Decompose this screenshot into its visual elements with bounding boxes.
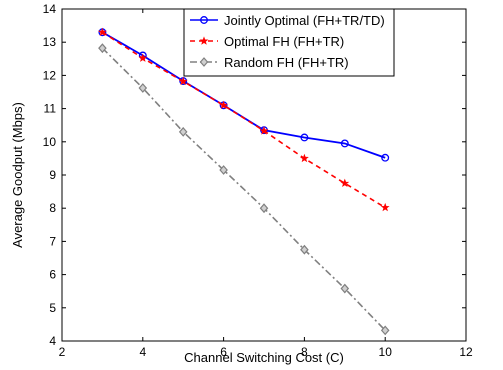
x-tick-label: 2 (59, 345, 66, 359)
y-tick-label: 8 (49, 201, 56, 215)
series-line (101, 47, 386, 331)
data-point (340, 178, 350, 188)
x-tick-label: 6 (220, 345, 227, 359)
series-layer (97, 27, 390, 336)
y-tick-label: 14 (43, 2, 57, 16)
data-point (98, 43, 107, 54)
x-axis-label: Channel Switching Cost (C) (184, 350, 344, 365)
data-point (219, 100, 229, 110)
data-point (381, 153, 390, 162)
y-axis-label: Average Goodput (Mbps) (10, 102, 25, 248)
legend-label: Random FH (FH+TR) (224, 55, 349, 70)
data-point (380, 325, 390, 336)
legend: Jointly Optimal (FH+TR/TD) Optimal FH (FH… (183, 8, 395, 77)
data-point (259, 126, 269, 135)
data-point (300, 244, 309, 255)
legend-marker (199, 36, 209, 45)
x-tick-label: 12 (459, 345, 473, 359)
data-point (178, 76, 188, 86)
data-point (380, 202, 390, 212)
data-point (299, 153, 309, 163)
data-point (340, 283, 350, 294)
legend-marker (199, 57, 209, 67)
legend-marker (200, 16, 208, 24)
y-tick-label: 5 (49, 301, 56, 315)
data-point (300, 133, 309, 142)
legend-label: Optimal FH (FH+TR) (224, 34, 344, 49)
x-tick-label: 8 (301, 345, 308, 359)
y-tick-label: 6 (49, 268, 56, 282)
legend-box (183, 8, 395, 77)
data-point (219, 165, 228, 175)
legend-label: Jointly Optimal (FH+TR/TD) (224, 13, 385, 28)
y-tick-label: 13 (43, 35, 57, 49)
series-3 (98, 43, 390, 336)
data-point (178, 126, 188, 137)
series-line (101, 31, 386, 209)
y-tick-label: 10 (43, 135, 57, 149)
y-tick-label: 4 (49, 334, 56, 348)
x-tick-label: 10 (379, 345, 393, 359)
series-2 (97, 27, 390, 212)
y-tick-label: 9 (49, 168, 56, 182)
data-point (259, 203, 269, 214)
y-tick-label: 12 (43, 68, 57, 82)
data-point (138, 83, 148, 93)
data-point (340, 139, 349, 148)
y-tick-label: 11 (44, 102, 57, 116)
data-point (97, 27, 107, 36)
y-tick-label: 7 (49, 234, 56, 248)
data-point (138, 53, 148, 62)
x-tick-label: 4 (139, 345, 146, 359)
